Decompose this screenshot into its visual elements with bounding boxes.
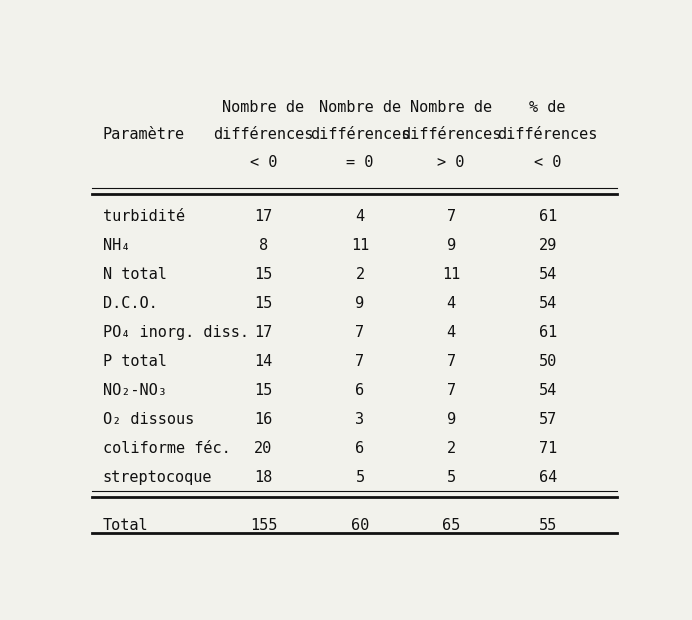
Text: 7: 7 (446, 354, 456, 370)
Text: coliforme féc.: coliforme féc. (102, 441, 230, 456)
Text: 54: 54 (538, 267, 557, 282)
Text: PO₄ inorg. diss.: PO₄ inorg. diss. (102, 326, 248, 340)
Text: = 0: = 0 (346, 155, 374, 170)
Text: 54: 54 (538, 296, 557, 311)
Text: 2: 2 (356, 267, 365, 282)
Text: 7: 7 (446, 383, 456, 398)
Text: 6: 6 (356, 383, 365, 398)
Text: 50: 50 (538, 354, 557, 370)
Text: 14: 14 (255, 354, 273, 370)
Text: 155: 155 (250, 518, 277, 533)
Text: différences: différences (401, 126, 502, 141)
Text: 15: 15 (255, 267, 273, 282)
Text: Total: Total (102, 518, 148, 533)
Text: 65: 65 (442, 518, 460, 533)
Text: Nombre de: Nombre de (410, 100, 492, 115)
Text: 71: 71 (538, 441, 557, 456)
Text: Nombre de: Nombre de (222, 100, 304, 115)
Text: 17: 17 (255, 210, 273, 224)
Text: Nombre de: Nombre de (319, 100, 401, 115)
Text: 17: 17 (255, 326, 273, 340)
Text: turbidité: turbidité (102, 210, 185, 224)
Text: 9: 9 (446, 412, 456, 427)
Text: 5: 5 (446, 470, 456, 485)
Text: 61: 61 (538, 326, 557, 340)
Text: 4: 4 (446, 296, 456, 311)
Text: 6: 6 (356, 441, 365, 456)
Text: P total: P total (102, 354, 167, 370)
Text: 4: 4 (356, 210, 365, 224)
Text: différences: différences (310, 126, 410, 141)
Text: 29: 29 (538, 238, 557, 254)
Text: > 0: > 0 (437, 155, 465, 170)
Text: 2: 2 (446, 441, 456, 456)
Text: 15: 15 (255, 296, 273, 311)
Text: différences: différences (498, 126, 598, 141)
Text: < 0: < 0 (250, 155, 277, 170)
Text: 15: 15 (255, 383, 273, 398)
Text: 11: 11 (351, 238, 369, 254)
Text: 9: 9 (446, 238, 456, 254)
Text: Paramètre: Paramètre (102, 126, 185, 141)
Text: < 0: < 0 (534, 155, 561, 170)
Text: 7: 7 (446, 210, 456, 224)
Text: 54: 54 (538, 383, 557, 398)
Text: NH₄: NH₄ (102, 238, 130, 254)
Text: différences: différences (213, 126, 313, 141)
Text: 57: 57 (538, 412, 557, 427)
Text: 55: 55 (538, 518, 557, 533)
Text: 18: 18 (255, 470, 273, 485)
Text: 61: 61 (538, 210, 557, 224)
Text: 7: 7 (356, 354, 365, 370)
Text: 20: 20 (255, 441, 273, 456)
Text: 60: 60 (351, 518, 369, 533)
Text: 16: 16 (255, 412, 273, 427)
Text: streptocoque: streptocoque (102, 470, 212, 485)
Text: D.C.O.: D.C.O. (102, 296, 157, 311)
Text: 7: 7 (356, 326, 365, 340)
Text: 4: 4 (446, 326, 456, 340)
Text: N total: N total (102, 267, 167, 282)
Text: 5: 5 (356, 470, 365, 485)
Text: O₂ dissous: O₂ dissous (102, 412, 194, 427)
Text: 11: 11 (442, 267, 460, 282)
Text: % de: % de (529, 100, 566, 115)
Text: 3: 3 (356, 412, 365, 427)
Text: 8: 8 (259, 238, 268, 254)
Text: 9: 9 (356, 296, 365, 311)
Text: 64: 64 (538, 470, 557, 485)
Text: NO₂-NO₃: NO₂-NO₃ (102, 383, 167, 398)
